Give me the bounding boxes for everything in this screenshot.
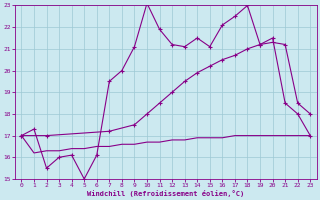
X-axis label: Windchill (Refroidissement éolien,°C): Windchill (Refroidissement éolien,°C) bbox=[87, 190, 244, 197]
